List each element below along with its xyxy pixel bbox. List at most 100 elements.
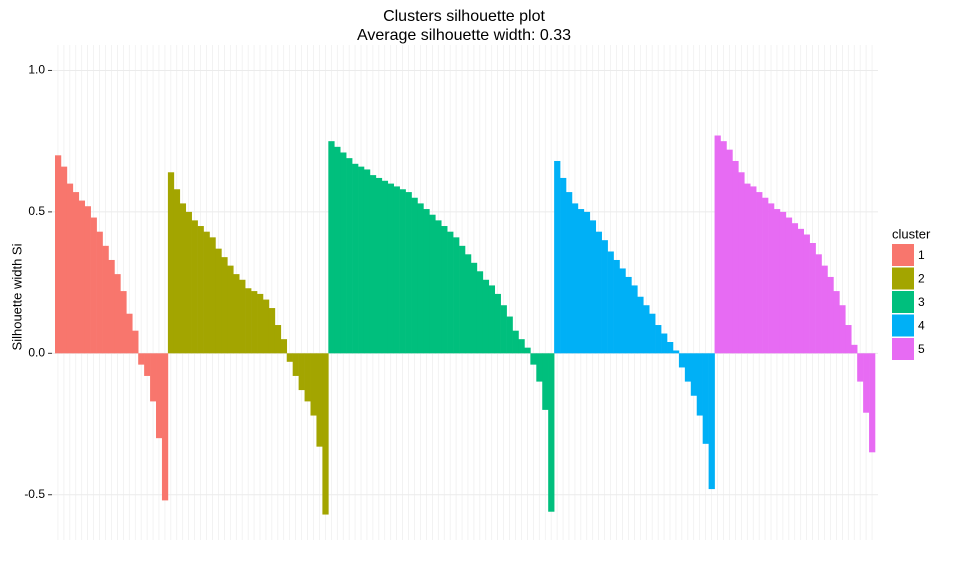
y-tick-label: -0.5 — [24, 487, 45, 501]
bar — [589, 220, 597, 354]
bar — [102, 245, 109, 354]
bar — [310, 353, 317, 416]
bar — [96, 231, 103, 354]
bar — [530, 353, 537, 365]
y-axis-label: Silhouette width Si — [9, 243, 24, 350]
bar — [518, 339, 525, 354]
bar — [655, 325, 662, 354]
bar — [601, 240, 608, 354]
legend-label: 1 — [918, 248, 925, 262]
legend-key — [892, 314, 914, 337]
bar — [429, 214, 436, 354]
bar — [423, 209, 430, 354]
bar — [298, 353, 305, 391]
bar — [292, 353, 299, 376]
bar — [167, 172, 175, 354]
bar — [482, 279, 490, 354]
bar — [60, 166, 68, 354]
bar — [756, 192, 763, 354]
bar — [90, 217, 97, 354]
bar — [203, 231, 210, 354]
bar — [690, 353, 698, 396]
legend-key — [892, 291, 914, 313]
bar — [750, 186, 757, 354]
bar — [845, 325, 852, 354]
bar — [399, 189, 406, 354]
bar — [571, 203, 579, 354]
bar — [583, 211, 591, 354]
bar — [821, 265, 828, 354]
bar — [672, 350, 680, 354]
bar — [869, 353, 876, 453]
bar — [512, 330, 519, 354]
bar — [197, 226, 204, 354]
bar — [625, 276, 632, 354]
bar — [268, 308, 276, 354]
bar — [156, 353, 163, 439]
bar — [144, 353, 151, 376]
bar — [150, 353, 157, 402]
bar — [577, 209, 585, 354]
bar — [815, 254, 822, 354]
bar — [465, 254, 472, 354]
bar — [161, 353, 169, 501]
bar — [126, 313, 133, 354]
bar — [334, 146, 341, 354]
bar — [476, 271, 484, 354]
bar — [453, 237, 460, 354]
bar — [613, 259, 620, 354]
bar — [857, 353, 864, 382]
bar — [411, 197, 418, 354]
bar — [108, 259, 115, 354]
bar — [381, 180, 389, 354]
legend-key — [892, 267, 914, 290]
y-tick-label: 0.5 — [28, 204, 45, 218]
bar — [768, 203, 775, 354]
bar — [726, 149, 733, 354]
bar — [363, 169, 371, 354]
bar — [785, 217, 793, 354]
bar — [661, 333, 668, 354]
bar — [738, 172, 745, 354]
bar — [779, 211, 787, 354]
bar — [441, 226, 448, 354]
bar — [803, 234, 810, 354]
bar — [221, 257, 228, 354]
bar — [470, 262, 478, 354]
chart-title: Clusters silhouette plot — [383, 8, 545, 25]
bar — [560, 177, 567, 354]
bar — [215, 248, 222, 354]
bar — [447, 231, 454, 354]
bar — [851, 344, 858, 354]
bar — [773, 209, 781, 354]
bar — [643, 305, 650, 354]
bar — [554, 160, 561, 354]
legend-title: cluster — [892, 226, 931, 241]
bar — [262, 299, 270, 354]
bar — [55, 155, 62, 354]
bar — [132, 330, 139, 354]
bar — [185, 211, 192, 354]
bar — [536, 353, 543, 382]
bar — [369, 175, 377, 354]
bar — [696, 353, 703, 416]
legend-label: 4 — [918, 319, 925, 333]
bar — [179, 203, 187, 354]
bar — [346, 158, 353, 354]
bar — [702, 353, 709, 444]
chart-subtitle: Average silhouette width: 0.33 — [357, 27, 571, 44]
bar — [286, 353, 293, 362]
bar — [506, 316, 513, 354]
y-tick-label: 0.0 — [28, 345, 45, 359]
bar — [251, 291, 258, 354]
legend-label: 5 — [918, 342, 925, 356]
bar — [304, 353, 311, 402]
bar — [227, 265, 234, 354]
bar — [595, 231, 602, 354]
bar — [649, 313, 656, 354]
bar — [239, 279, 246, 354]
bar — [352, 163, 359, 354]
legend-key — [892, 338, 914, 360]
bar — [684, 353, 692, 382]
